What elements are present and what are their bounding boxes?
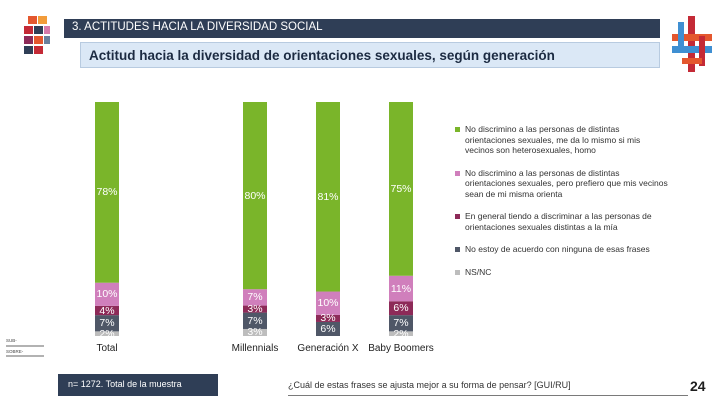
legend-swatch xyxy=(455,170,460,176)
bar-segment xyxy=(316,291,340,315)
chart-title-bar: Actitud hacia la diversidad de orientaci… xyxy=(80,42,660,68)
brand-logo-right xyxy=(672,16,712,72)
stamp-line-2 xyxy=(6,355,44,357)
bar-segment xyxy=(95,305,119,316)
legend-label: No discrimino a las personas de distinta… xyxy=(465,167,668,199)
survey-question: ¿Cuál de estas frases se ajusta mejor a … xyxy=(288,380,688,396)
data-label: 78% xyxy=(96,186,118,199)
legend-item: NS/NC xyxy=(455,267,670,278)
data-label: 7% xyxy=(247,291,263,304)
bar-segment xyxy=(243,312,267,329)
legend-swatch xyxy=(455,269,460,275)
brand-logo-left xyxy=(24,16,50,54)
bar-segment xyxy=(95,315,119,332)
data-label: 10% xyxy=(96,288,118,301)
data-label: 6% xyxy=(393,302,409,315)
stamp-text-1: SUB- xyxy=(6,338,17,343)
bar-segment xyxy=(389,102,413,276)
bar-segment xyxy=(316,321,340,336)
data-label: 4% xyxy=(99,304,115,317)
data-label: 3% xyxy=(247,303,263,316)
data-label: 7% xyxy=(393,317,409,330)
legend-item: No estoy de acuerdo con ninguna de esas … xyxy=(455,244,670,255)
sample-note-box: n= 1272. Total de la muestra xyxy=(58,374,218,396)
legend-label: NS/NC xyxy=(465,266,492,277)
data-label: 3% xyxy=(320,312,336,325)
bar-segment xyxy=(389,301,413,316)
page-number: 24 xyxy=(690,378,706,394)
bar-segment xyxy=(95,102,119,283)
data-label: 6% xyxy=(320,322,336,335)
sample-note: n= 1272. Total de la muestra xyxy=(68,379,182,389)
legend-label: No discrimino a las personas de distinta… xyxy=(465,124,641,155)
bar-segment xyxy=(389,315,413,332)
legend-item: No discrimino a las personas de distinta… xyxy=(455,124,670,156)
data-label: 7% xyxy=(247,314,263,327)
bar-segment xyxy=(316,102,340,292)
bar-segment xyxy=(243,102,267,290)
legend-swatch xyxy=(455,127,460,132)
data-label: 81% xyxy=(317,190,339,203)
data-label: 10% xyxy=(317,297,339,310)
category-label: Generación X xyxy=(297,343,359,354)
bar-segment xyxy=(243,289,267,306)
chart-title: Actitud hacia la diversidad de orientaci… xyxy=(89,48,555,63)
bar-segment xyxy=(95,282,119,306)
chart-legend: No discrimino a las personas de distinta… xyxy=(455,124,670,289)
bar-segment xyxy=(316,314,340,322)
legend-item: No discrimino a las personas de distinta… xyxy=(455,168,670,200)
data-label: 3% xyxy=(247,326,263,339)
stamp-text-2: SOBRE- xyxy=(6,348,24,354)
bar-segment xyxy=(389,275,413,302)
stamp-line-1 xyxy=(6,344,44,347)
data-label: 80% xyxy=(244,189,266,202)
legend-swatch xyxy=(455,214,460,219)
legend-swatch xyxy=(455,247,460,252)
bar-segment xyxy=(243,328,267,336)
legend-label: No estoy de acuerdo con ninguna de esas … xyxy=(465,244,650,254)
section-title: 3. ACTITUDES HACIA LA DIVERSIDAD SOCIAL xyxy=(72,21,323,33)
data-label: 2% xyxy=(393,327,409,340)
bar-segment xyxy=(243,305,267,313)
bar-segment xyxy=(389,331,413,336)
category-label: Total xyxy=(96,343,118,354)
legend-label: En general tiendo a discriminar a las pe… xyxy=(465,211,652,232)
category-label: Baby Boomers xyxy=(368,343,434,354)
category-label: Millennials xyxy=(231,343,279,354)
data-label: 2% xyxy=(99,327,115,340)
legend-item: En general tiendo a discriminar a las pe… xyxy=(455,211,670,232)
data-label: 7% xyxy=(99,317,115,330)
section-header-bar: 3. ACTITUDES HACIA LA DIVERSIDAD SOCIAL xyxy=(64,19,660,38)
data-label: 75% xyxy=(390,182,412,195)
data-label: 11% xyxy=(390,282,412,295)
classification-stamp: SUB- SOBRE- xyxy=(6,338,46,374)
bar-segment xyxy=(95,331,119,336)
